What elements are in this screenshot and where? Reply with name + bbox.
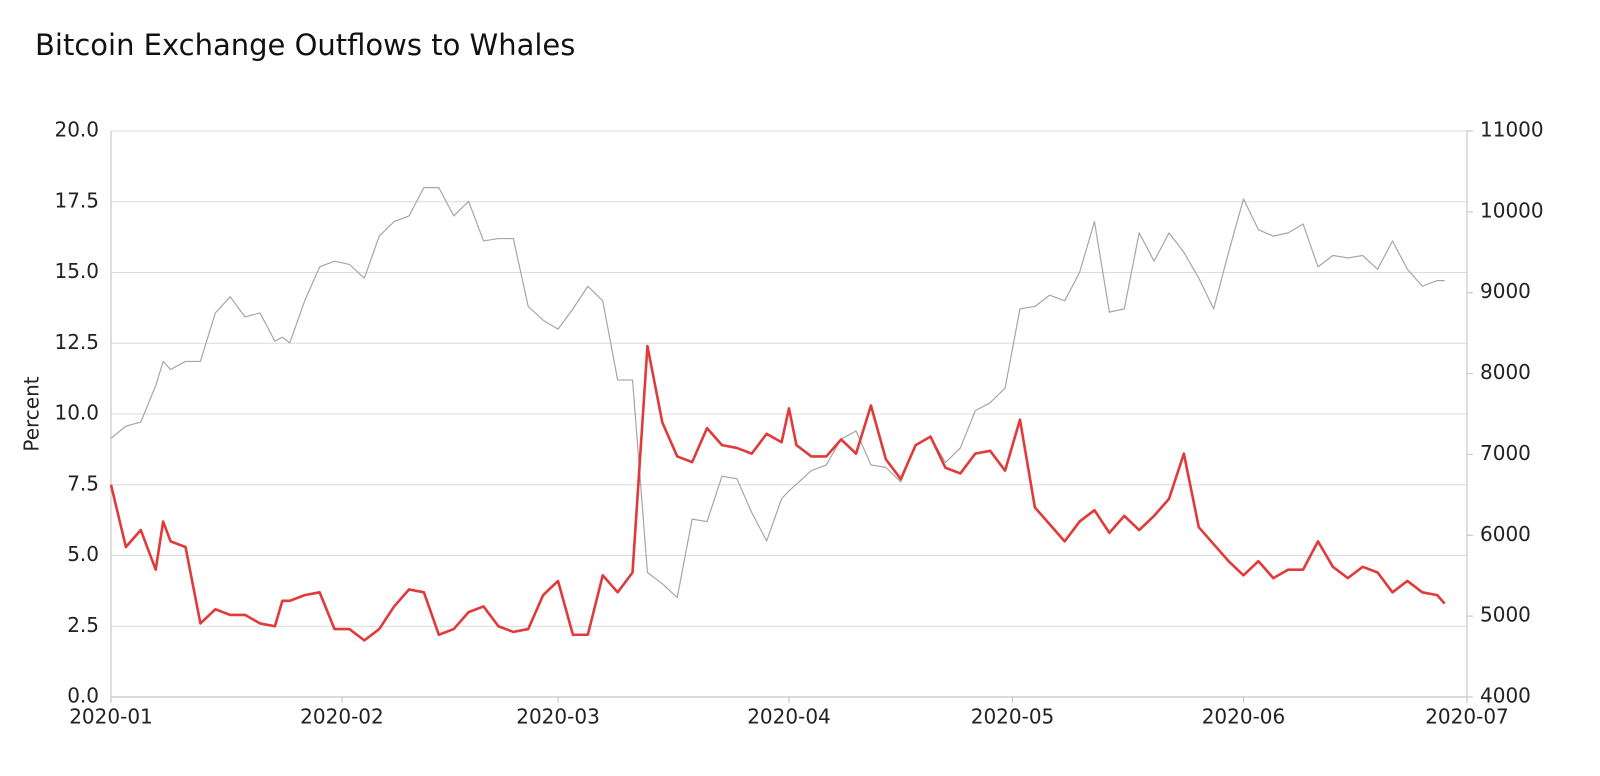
y2-tick-label: 11000 [1480, 118, 1544, 142]
y2-tick-label: 9000 [1480, 279, 1531, 303]
y-tick-label: 5.0 [67, 542, 99, 566]
y-tick-label: 10.0 [54, 401, 99, 425]
x-tick-label: 2020-04 [747, 705, 831, 729]
y2-tick-label: 6000 [1480, 522, 1531, 546]
y-tick-label: 20.0 [54, 118, 99, 142]
chart-title: Bitcoin Exchange Outflows to Whales [35, 28, 575, 62]
y2-tick-label: 7000 [1480, 441, 1531, 465]
y2-tick-label: 5000 [1480, 603, 1531, 627]
y2-tick-label: 10000 [1480, 198, 1544, 222]
x-tick-label: 2020-01 [69, 705, 153, 729]
x-tick-label: 2020-06 [1202, 705, 1286, 729]
y-tick-label: 2.5 [67, 613, 99, 637]
x-tick-label: 2020-05 [971, 705, 1055, 729]
series-line [109, 344, 1446, 642]
y-tick-label: 12.5 [54, 330, 99, 354]
y-tick-label: 7.5 [67, 471, 99, 495]
y-tick-label: 0.0 [67, 684, 99, 708]
series-line [110, 187, 1445, 599]
x-tick-label: 2020-07 [1425, 705, 1509, 729]
y-axis-label: Percent [20, 376, 44, 451]
y-tick-label: 15.0 [54, 259, 99, 283]
y2-tick-label: 4000 [1480, 684, 1531, 708]
x-tick-label: 2020-02 [300, 705, 384, 729]
y2-tick-label: 8000 [1480, 360, 1531, 384]
y-tick-label: 17.5 [54, 188, 99, 212]
x-tick-label: 2020-03 [516, 705, 600, 729]
